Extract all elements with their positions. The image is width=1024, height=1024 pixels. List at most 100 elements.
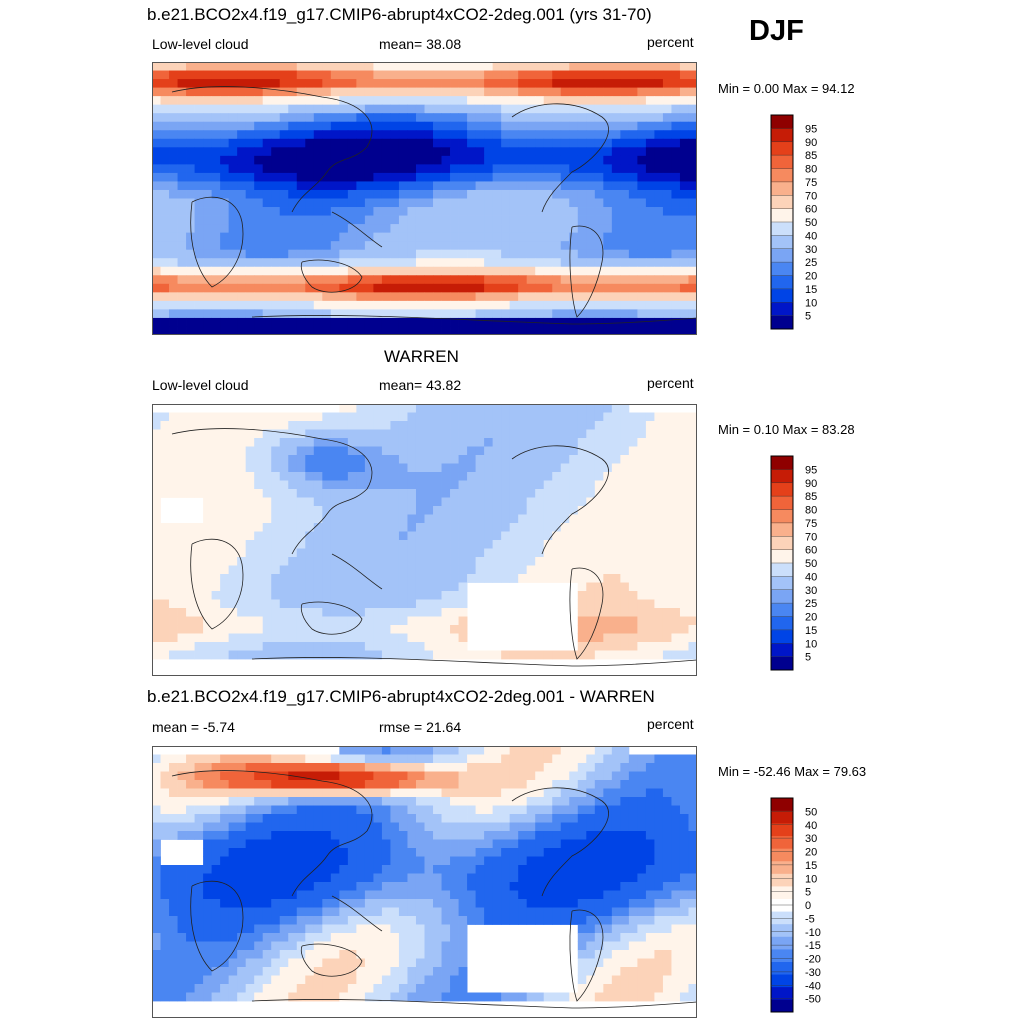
map-cell xyxy=(679,797,689,806)
map-cell xyxy=(279,865,289,874)
map-cell xyxy=(671,463,681,473)
map-cell xyxy=(407,625,417,634)
colorbar-swatch xyxy=(771,155,793,169)
map-cell xyxy=(347,506,357,515)
map-cell xyxy=(679,780,689,789)
map-cell xyxy=(177,317,187,327)
map-cell xyxy=(535,746,545,755)
map-cell xyxy=(296,412,306,422)
map-cell xyxy=(373,591,383,600)
map-cell xyxy=(339,591,349,600)
map-cell xyxy=(271,873,281,883)
colorbar-tick-label: 75 xyxy=(805,177,817,189)
panel-3-minmax-label: Min = -52.46 Max = 79.63 xyxy=(718,764,867,779)
map-cell xyxy=(552,189,562,199)
map-cell xyxy=(228,207,238,216)
map-cell xyxy=(279,79,289,88)
map-cell xyxy=(271,87,281,97)
map-cell xyxy=(203,506,213,515)
map-cell xyxy=(305,822,315,832)
map-cell xyxy=(628,412,638,422)
map-cell xyxy=(347,130,357,140)
panel-1-map xyxy=(152,62,697,335)
map-cell xyxy=(620,814,630,823)
map-cell xyxy=(194,642,204,651)
map-cell xyxy=(637,258,647,268)
map-cell xyxy=(688,814,697,823)
map-cell xyxy=(450,599,459,609)
map-cell xyxy=(364,181,374,191)
map-cell xyxy=(569,138,579,148)
map-cell xyxy=(152,633,161,643)
map-cell xyxy=(603,540,613,549)
map-cell xyxy=(662,207,672,216)
map-cell xyxy=(662,873,672,883)
map-cell xyxy=(169,565,178,575)
map-cell xyxy=(526,309,536,319)
map-cell xyxy=(441,797,451,806)
map-cell xyxy=(552,839,562,849)
map-cell xyxy=(160,548,170,558)
map-cell xyxy=(450,591,459,600)
map-cell xyxy=(654,642,664,651)
map-cell xyxy=(475,300,485,310)
map-cell xyxy=(679,856,689,866)
map-cell xyxy=(586,788,596,798)
map-cell xyxy=(203,480,213,490)
map-cell xyxy=(271,147,281,157)
map-cell xyxy=(577,70,587,80)
map-cell xyxy=(245,317,255,327)
map-cell xyxy=(245,249,255,259)
map-cell xyxy=(373,404,383,413)
map-cell xyxy=(288,616,298,626)
map-cell xyxy=(356,506,366,515)
map-cell xyxy=(203,96,213,106)
map-cell xyxy=(611,873,621,883)
map-cell xyxy=(560,805,570,815)
map-cell xyxy=(628,882,638,891)
map-cell xyxy=(407,565,417,575)
map-cell xyxy=(160,317,170,327)
map-cell xyxy=(526,472,536,481)
map-cell xyxy=(330,497,340,507)
map-cell xyxy=(271,814,281,823)
map-cell xyxy=(322,848,332,857)
map-cell xyxy=(620,625,630,634)
map-cell xyxy=(526,429,536,439)
map-cell xyxy=(603,788,613,798)
map-cell xyxy=(467,771,476,781)
map-cell xyxy=(339,814,349,823)
map-cell xyxy=(228,480,238,490)
map-cell xyxy=(296,531,306,541)
map-cell xyxy=(262,189,272,199)
map-cell xyxy=(245,625,255,634)
map-cell xyxy=(339,523,349,532)
map-cell xyxy=(288,797,298,806)
map-cell xyxy=(628,814,638,823)
map-cell xyxy=(262,548,272,558)
map-cell xyxy=(322,241,332,251)
map-cell xyxy=(279,472,289,481)
map-cell xyxy=(203,642,213,651)
map-cell xyxy=(220,309,230,319)
map-cell xyxy=(407,873,417,883)
map-cell xyxy=(152,130,161,140)
map-cell xyxy=(552,241,562,251)
map-cell xyxy=(645,831,655,840)
map-cell xyxy=(450,642,459,651)
map-cell xyxy=(347,121,357,131)
map-cell xyxy=(220,805,230,815)
map-cell xyxy=(415,438,425,447)
map-cell xyxy=(152,497,161,507)
map-cell xyxy=(152,283,161,293)
map-cell xyxy=(492,446,502,456)
map-cell xyxy=(415,771,425,781)
map-cell xyxy=(484,763,494,772)
map-cell xyxy=(356,104,366,114)
map-cell xyxy=(645,446,655,456)
map-cell xyxy=(450,489,459,498)
map-cell xyxy=(271,472,281,481)
map-cell xyxy=(211,633,221,643)
map-cell xyxy=(509,463,519,473)
map-cell xyxy=(671,574,681,583)
